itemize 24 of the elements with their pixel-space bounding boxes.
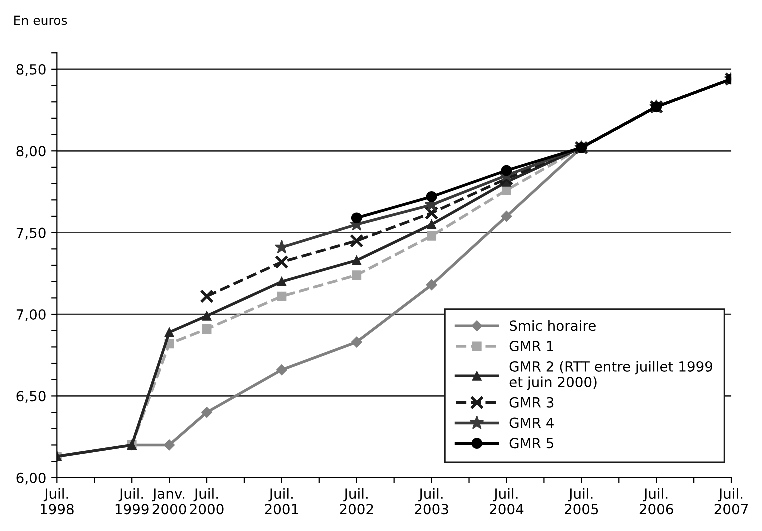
y-tick-label: 6,00 xyxy=(16,472,46,485)
legend-label: GMR 2 (RTT entre juillet 1999 et juin 2000) xyxy=(510,361,712,390)
legend-label: Smic horaire xyxy=(510,320,596,332)
legend-label: GMR 1 xyxy=(510,341,554,352)
legend-label: GMR 5 xyxy=(510,438,554,449)
y-tick-label: 7,50 xyxy=(16,228,46,240)
legend-label: GMR 4 xyxy=(510,418,554,428)
y-tick-label: 6,50 xyxy=(16,391,46,404)
y-tick-label: 8,50 xyxy=(16,64,46,76)
x-tick-label: Juil. 2002 xyxy=(340,488,374,515)
x-tick-label: Juil. 2007 xyxy=(714,488,748,515)
x-tick-label: Juil. 2004 xyxy=(490,488,524,515)
y-tick-label: 8,00 xyxy=(16,146,46,158)
x-tick-label: Juil. 2000 xyxy=(190,488,224,515)
x-tick-label: Juil. 2001 xyxy=(265,488,298,515)
x-tick-label: Juil. 2005 xyxy=(565,488,598,515)
x-tick-label: Juil. 1998 xyxy=(41,488,74,515)
y-axis-title: En euros xyxy=(14,16,68,26)
x-tick-label: Juil. 2003 xyxy=(415,488,448,515)
y-tick-label: 7,00 xyxy=(16,309,46,322)
x-tick-label: Juil. 1999 xyxy=(116,488,149,515)
x-tick-label: Janv. 2000 xyxy=(152,488,186,515)
x-tick-label: Juil. 2006 xyxy=(640,488,674,515)
legend-label: GMR 3 xyxy=(510,397,554,408)
